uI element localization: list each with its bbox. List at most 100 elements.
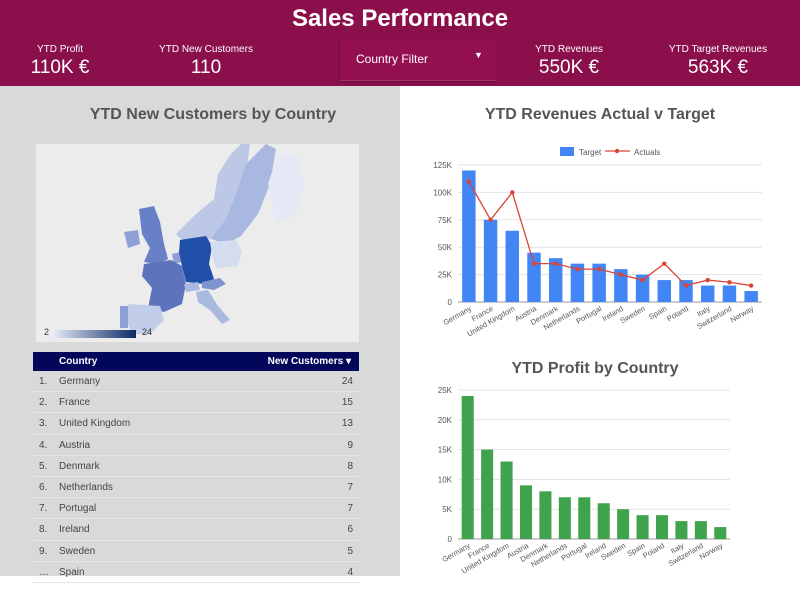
bar [617,509,630,539]
bar [462,170,476,302]
country-switzerland[interactable] [184,282,200,292]
dashboard-title: Sales Performance [291,5,509,32]
country-united-kingdom[interactable] [139,206,168,264]
column-header-new-customers-label: New Customers [267,356,344,367]
bar [570,263,585,302]
actuals-line [468,181,752,287]
bar [614,269,628,302]
column-header-new-customers[interactable]: New Customers ▾ [268,356,351,367]
actuals-point [510,190,515,195]
x-tick-label: Portugal [574,304,603,326]
country-filter-dropdown[interactable]: Country Filter ▼ [340,38,497,81]
table-header: Country New Customers ▾ [33,352,359,371]
y-tick-label: 50K [438,243,453,252]
bar [700,285,715,302]
customers-table: Country New Customers ▾ 1. Germany 24 2. Fra… [33,352,359,583]
bar [655,515,669,539]
row-index: 9. [39,545,48,557]
bar [500,461,513,539]
y-tick-label: 5K [442,505,452,514]
row-index: 1. [39,376,48,387]
row-new-customers: 6 [347,524,353,536]
y-tick-label: 10K [438,475,453,484]
country-sweden[interactable] [211,144,276,244]
table-row[interactable]: 5. Denmark 8 [33,456,359,477]
bar [548,258,563,302]
row-new-customers: 4 [347,566,353,578]
bar [519,485,533,539]
kpi-target-revenues: YTD Target Revenues 563K € [648,44,788,79]
country-spain[interactable] [126,304,164,334]
table-row[interactable]: 2. France 15 [33,392,359,414]
bar [578,497,591,539]
actuals-point [640,277,645,283]
country-finland[interactable] [268,154,304,224]
row-index: 7. [39,503,48,515]
country-austria[interactable] [202,278,226,290]
map-legend-gradient-bar [54,330,136,338]
actuals-point [727,280,732,285]
table-row[interactable]: 3. United Kingdom 13 [33,413,359,435]
row-country: Denmark [59,460,100,472]
header-banner: Sales Performance YTD Profit 110K € YTD … [0,0,800,86]
bar [539,491,552,539]
bar [461,395,474,539]
row-country: Germany [59,376,101,387]
bar [636,515,649,539]
bar [527,252,541,302]
row-index: 8. [39,524,48,536]
table-row[interactable]: 6. Netherlands 7 [33,477,359,499]
row-new-customers: 7 [347,481,353,493]
y-tick-label: 25K [438,271,453,280]
row-index: 2. [39,397,48,409]
table-row[interactable]: 9. Sweden 5 [33,541,359,562]
bar [558,497,571,539]
profit-chart-title: YTD Profit by Country [511,360,679,377]
kpi-target-revenues-label: YTD Target Revenues [668,44,768,55]
kpi-profit-value: 110K € [30,57,90,78]
row-country: Ireland [59,524,90,536]
country-ireland[interactable] [124,230,140,248]
row-new-customers: 15 [341,397,353,409]
row-new-customers: 9 [347,439,353,451]
europe-choropleth-map[interactable] [36,144,359,342]
table-row[interactable]: 8. Ireland 6 [33,519,359,541]
bar [505,230,520,302]
row-country: Portugal [59,503,97,515]
x-tick-label: Germany [442,304,473,327]
legend-actuals-label: Actuals [634,148,660,157]
country-germany[interactable] [179,236,214,284]
bar [592,263,606,302]
country-france[interactable] [142,260,186,312]
actuals-point [705,277,710,283]
y-tick-label: 20K [438,416,453,425]
actuals-point [596,266,602,272]
actuals-point [748,283,754,288]
table-row[interactable]: … Spain 4 [33,562,359,583]
actuals-point [488,217,493,222]
bar [744,291,758,302]
kpi-new-customers-value: 110 [190,57,222,78]
actuals-point [553,261,558,266]
actuals-point [618,272,624,277]
bar [483,219,498,302]
table-row[interactable]: 1. Germany 24 [33,371,359,393]
country-netherlands[interactable] [172,252,182,264]
row-index: 5. [39,460,48,472]
table-row[interactable]: 4. Austria 9 [33,435,359,456]
row-new-customers: 5 [347,545,353,557]
table-body: 1. Germany 24 2. France 15 3. United Kingdom 13 4… [33,371,359,583]
map-legend-min: 2 [44,327,50,337]
y-tick-label: 15K [438,446,453,455]
column-header-country[interactable]: Country [59,356,98,367]
country-poland[interactable] [210,240,242,268]
legend-actuals-marker [614,148,620,154]
country-italy[interactable] [196,290,230,324]
row-index: … [39,566,49,578]
country-portugal[interactable] [120,306,128,328]
row-index: 3. [39,418,48,430]
row-country: Spain [59,566,85,578]
table-row[interactable]: 7. Portugal 7 [33,498,359,520]
legend-target-swatch [560,147,574,156]
